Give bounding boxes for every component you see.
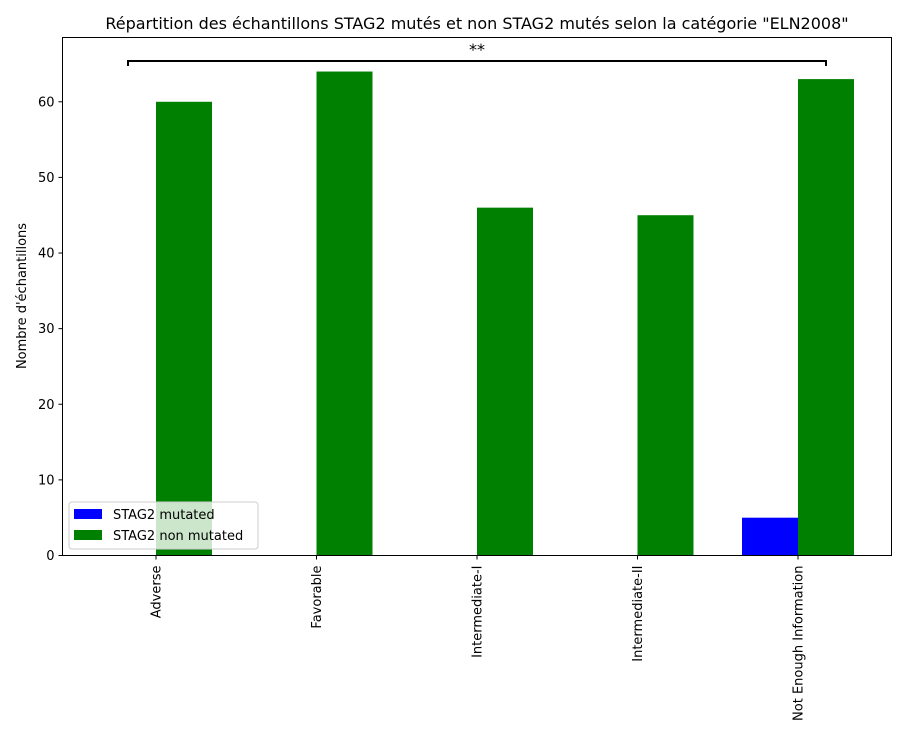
y-axis: 0 10 20 30 40 50 60 bbox=[38, 95, 63, 564]
y-tick-label-0: 0 bbox=[46, 549, 54, 564]
significance-label: ** bbox=[469, 40, 485, 59]
legend-swatch-0 bbox=[74, 509, 102, 519]
bars bbox=[156, 71, 854, 556]
legend-frame bbox=[68, 501, 259, 550]
x-tick-label-3: Intermediate-II bbox=[631, 566, 646, 662]
bar-non-mutated-2 bbox=[477, 207, 533, 556]
significance-bracket bbox=[127, 60, 827, 66]
y-tick-label-5: 50 bbox=[38, 171, 55, 186]
plot-frame bbox=[62, 37, 892, 556]
y-tick-label-6: 60 bbox=[38, 95, 55, 110]
bar-non-mutated-4 bbox=[798, 79, 854, 556]
x-tick-label-2: Intermediate-I bbox=[471, 566, 486, 658]
legend-label-1: STAG2 non mutated bbox=[113, 529, 243, 544]
bar-non-mutated-3 bbox=[637, 215, 694, 556]
legend-swatch-1 bbox=[74, 530, 102, 540]
bar-mutated-4 bbox=[742, 517, 798, 556]
x-axis: Adverse Favorable Intermediate-I Intermedia… bbox=[150, 555, 807, 721]
x-tick-label-4: Not Enough Information bbox=[792, 566, 807, 721]
y-tick-label-3: 30 bbox=[38, 322, 55, 337]
y-tick-label-2: 20 bbox=[38, 398, 55, 413]
legend: STAG2 mutated STAG2 non mutated bbox=[68, 501, 259, 550]
significance-annotation: ** bbox=[127, 40, 827, 66]
y-axis-label: Nombre d'échantillons bbox=[15, 223, 30, 369]
bar-non-mutated-0 bbox=[156, 101, 212, 556]
y-tick-label-4: 40 bbox=[38, 247, 55, 262]
x-tick-label-1: Favorable bbox=[310, 566, 325, 629]
chart-title: Répartition des échantillons STAG2 mutés… bbox=[105, 14, 848, 33]
y-tick-label-1: 10 bbox=[38, 473, 55, 488]
legend-label-0: STAG2 mutated bbox=[113, 508, 215, 523]
x-tick-label-0: Adverse bbox=[150, 566, 165, 619]
bar-non-mutated-1 bbox=[316, 71, 373, 556]
